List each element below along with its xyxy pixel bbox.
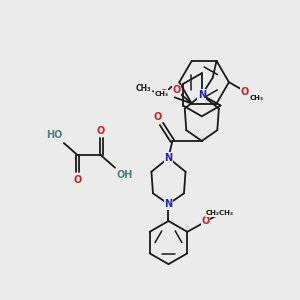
Text: OH: OH	[116, 170, 133, 180]
Text: O: O	[160, 89, 168, 99]
Text: CH₃: CH₃	[136, 84, 152, 93]
Text: N: N	[164, 199, 172, 209]
Text: O: O	[97, 126, 105, 136]
Text: O: O	[154, 112, 162, 122]
Text: CH₃: CH₃	[154, 91, 169, 97]
Text: O: O	[240, 87, 249, 97]
Text: O: O	[172, 85, 180, 95]
Text: CH₂CH₃: CH₂CH₃	[206, 210, 234, 216]
Text: O: O	[202, 216, 210, 226]
Text: CH₃: CH₃	[250, 95, 264, 101]
Text: HO: HO	[46, 130, 63, 140]
Text: N: N	[164, 153, 172, 163]
Text: O: O	[74, 175, 82, 185]
Text: N: N	[198, 90, 206, 100]
